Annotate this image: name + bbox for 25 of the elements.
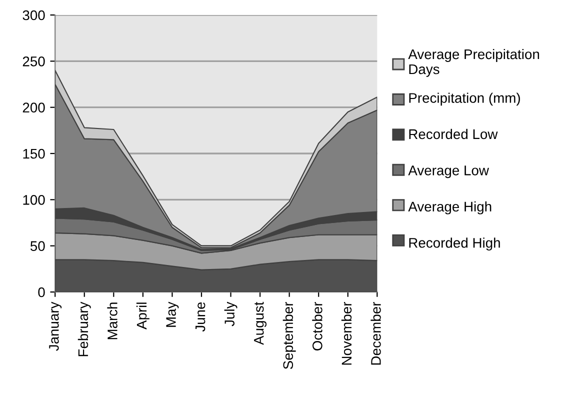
- y-tick-label: 100: [23, 195, 45, 205]
- legend-label: Recorded Low: [409, 128, 498, 140]
- x-tick-label: May: [166, 302, 179, 327]
- legend-label: Recorded High: [409, 238, 500, 251]
- y-tick-label: 200: [22, 102, 45, 113]
- legend-label: Precipitation (mm): [409, 92, 520, 106]
- y-tick-label: 300: [22, 10, 45, 20]
- x-tick-label: September: [282, 302, 296, 370]
- x-tick-label: March: [107, 302, 118, 340]
- x-tick-label: July: [224, 302, 238, 326]
- x-tick-label: January: [49, 302, 62, 351]
- y-tick-label: 50: [30, 241, 45, 252]
- legend-label: Average High: [408, 201, 492, 214]
- x-tick-label: February: [78, 302, 91, 356]
- y-tick-label: 0: [38, 287, 45, 298]
- legend-label: Average Low: [408, 166, 490, 178]
- x-tick-label: June: [196, 302, 206, 332]
- y-tick-label: 150: [23, 148, 45, 159]
- y-tick-label: 250: [22, 56, 45, 66]
- x-tick-label: December: [370, 302, 381, 365]
- x-tick-label: November: [341, 302, 352, 365]
- x-tick-label: October: [312, 302, 322, 350]
- x-tick-label: April: [136, 302, 150, 330]
- x-tick-label: August: [254, 302, 267, 345]
- legend-label: Average Precipitation Days: [408, 48, 540, 77]
